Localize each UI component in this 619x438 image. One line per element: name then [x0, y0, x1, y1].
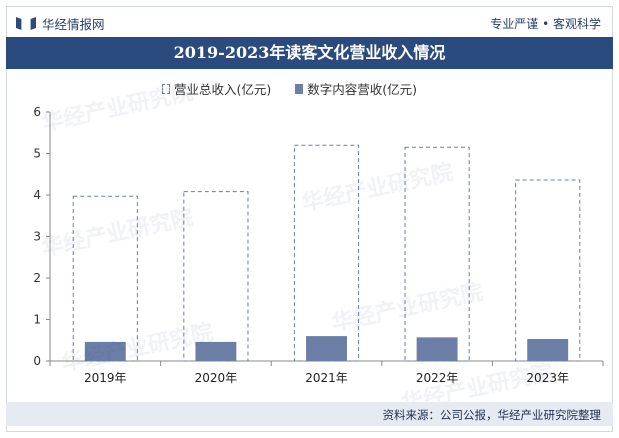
chart-frame — [6, 6, 613, 432]
legend: 营业总收入(亿元) 数字内容营收(亿元) — [162, 79, 441, 98]
legend-swatch-fill — [295, 83, 304, 94]
digital-revenue-bar — [306, 336, 347, 361]
brand-name: 华经情报网 — [42, 17, 105, 32]
bars — [72, 144, 581, 362]
legend-label-total: 营业总收入(亿元) — [174, 82, 272, 97]
total-revenue-bar — [293, 144, 360, 362]
total-revenue-bar — [72, 195, 138, 362]
legend-item-total: 营业总收入(亿元) — [162, 79, 271, 98]
y-tick-label: 6 — [33, 105, 41, 119]
digital-revenue-bar — [416, 337, 458, 361]
total-revenue-bar — [404, 146, 470, 362]
x-tick-label: 2020年 — [195, 371, 238, 385]
y-tick-label: 5 — [33, 147, 41, 161]
slogan: 专业严谨 • 客观科学 — [490, 17, 601, 31]
y-tick-label: 1 — [33, 313, 41, 327]
legend-swatch-outline — [162, 83, 170, 94]
digital-revenue-bar — [84, 341, 126, 361]
legend-label-digital: 数字内容营收(亿元) — [307, 82, 418, 97]
top-bar: 华经情报网 专业严谨 • 客观科学 — [6, 8, 613, 34]
y-tick-label: 2 — [33, 271, 41, 285]
total-revenue-bar — [515, 179, 581, 362]
x-tick-label: 2019年 — [84, 371, 127, 385]
y-tick-label: 3 — [33, 230, 41, 244]
legend-item-digital: 数字内容营收(亿元) — [295, 79, 417, 98]
source-note: 资料来源：公司公报，华经产业研究院整理 — [382, 408, 602, 422]
digital-revenue-bar — [195, 341, 237, 361]
y-tick-label: 4 — [33, 188, 41, 202]
brand: 华经情报网 — [16, 14, 105, 33]
x-tick-label: 2021年 — [305, 371, 348, 385]
total-revenue-bar — [183, 191, 249, 362]
footer: 资料来源：公司公报，华经产业研究院整理 — [6, 402, 613, 426]
chart-title: 2019-2023年读客文化营业收入情况 — [6, 37, 613, 69]
x-tick-label: 2023年 — [526, 371, 569, 385]
y-tick-label: 0 — [33, 354, 41, 368]
brand-logo-icon-right — [30, 17, 36, 30]
x-tick-label: 2022年 — [416, 371, 459, 385]
digital-revenue-bar — [527, 339, 569, 361]
brand-logo-icon — [16, 17, 22, 30]
